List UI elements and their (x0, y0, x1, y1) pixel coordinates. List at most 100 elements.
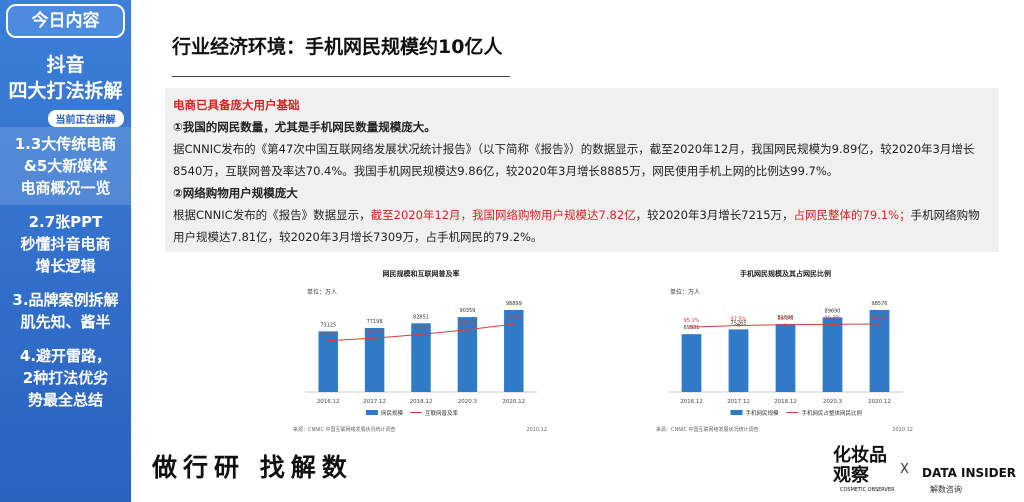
x-tick-label: 2018.12 (774, 399, 797, 405)
paragraph: 据CNNIC发布的《第47次中国互联网络发展状况统计报告》（以下简称《报告》）的… (173, 142, 975, 178)
point-marker: × (783, 322, 788, 329)
line-value-label: 55.8% (367, 329, 383, 335)
x-tick-label: 2016.12 (680, 399, 703, 405)
sidebar-title-line: 抖音 (46, 54, 85, 76)
x-tick-label: 2020.12 (868, 399, 891, 405)
bar-value-label: 75265 (731, 320, 747, 326)
line-value-label: 99.3% (825, 315, 841, 321)
line-value-label: 97.5% (731, 317, 747, 323)
sidebar-header: 今日内容 (6, 4, 125, 38)
legend-label: 互联网普及率 (425, 409, 459, 417)
sidebar-item: 3.品牌案例拆解 肌先知、酱半 (0, 283, 131, 339)
line-value-label: 98.6% (778, 316, 794, 322)
x-tick-label: 2017.12 (727, 399, 750, 405)
point-marker: × (689, 324, 694, 331)
bar (504, 310, 524, 392)
sidebar-item-line: 3.品牌案例拆解 (12, 291, 119, 309)
logo-separator: X (900, 462, 909, 477)
point-marker: × (877, 321, 882, 328)
logo: 化妆品观察 (833, 445, 887, 486)
point-marker: × (326, 338, 331, 345)
source-note: 来源：CNNIC 中国互联网络发展状况统计调查 (656, 426, 759, 433)
title-rule (172, 76, 510, 77)
bar-value-label: 98899 (506, 301, 522, 307)
sidebar-item-line: 1.3大传统电商 (14, 135, 117, 153)
text-box: 电商已具备庞大用户基础 ①我国的网民数量，尤其是手机网民数量规模庞大。 据CNN… (165, 88, 999, 252)
sidebar-item: 1.3大传统电商 &5大新媒体 电商概况一览 (0, 127, 131, 205)
sidebar-item-line: 2种打法优劣 (22, 369, 109, 387)
x-tick-label: 2020.12 (502, 399, 525, 405)
logo-subtitle: 解数咨询 (930, 485, 962, 494)
bar (681, 334, 702, 392)
sidebar-item-line: 电商概况一览 (20, 179, 111, 197)
box-heading: 电商已具备庞大用户基础 (173, 98, 300, 112)
sidebar-item-line: 增长逻辑 (35, 257, 96, 275)
point-marker: × (830, 321, 835, 328)
sidebar-item-line: &5大新媒体 (23, 157, 108, 175)
legend-swatch (730, 410, 743, 415)
bar-value-label: 81698 (778, 315, 794, 321)
slogan: 做行研 找解数 (152, 453, 353, 482)
bar (728, 329, 749, 392)
x-tick-label: 2020.3 (458, 399, 478, 405)
sidebar-item: 2.7张PPT 秒懂抖音电商 增长逻辑 (0, 205, 131, 283)
chart-title: 手机网民规模及其占网民比例 (740, 269, 831, 278)
point: ②网络购物用户规模庞大 (173, 186, 298, 200)
logo-subtitle: COSMETIC OBSERVER (840, 487, 895, 493)
bar-value-label: 73125 (320, 322, 336, 328)
sidebar-item-line: 2.7张PPT (28, 213, 103, 231)
bar (869, 310, 890, 392)
line (328, 323, 514, 342)
sidebar-item-line: 势最全总结 (27, 391, 103, 409)
legend-label: 手机网民占整体网民比例 (802, 409, 863, 417)
bar-value-label: 89690 (825, 308, 841, 314)
sidebar: 今日内容 抖音 四大打法拆解 当前正在讲解 1.3大传统电商 &5大新媒体 电商概况… (0, 0, 131, 502)
sidebar-item: 4.避开雷路， 2种打法优劣 势最全总结 (0, 339, 131, 417)
line-value-label: 64.5% (459, 321, 475, 327)
bar (457, 317, 478, 392)
point-marker: × (465, 327, 470, 334)
line-value-label: 70.4% (506, 315, 522, 321)
sidebar-item-line: 秒懂抖音电商 (20, 235, 111, 253)
text-run: 根据CNNIC发布的《报告》数据显示， (173, 208, 371, 222)
x-tick-label: 2020.3 (823, 399, 843, 405)
legend-swatch (366, 410, 378, 415)
line (691, 323, 880, 328)
point-marker: × (511, 321, 516, 328)
paragraph: 根据CNNIC发布的《报告》数据显示，截至2020年12月，我国网络购物用户规模… (173, 204, 991, 248)
unit-label: 单位：万人 (670, 288, 700, 296)
current-badge: 当前正在讲解 (47, 110, 124, 127)
bar (411, 323, 431, 392)
text-run: 截至2020年12月，我国网络购物用户规模达7.82亿 (370, 208, 636, 222)
point-marker: × (418, 331, 423, 338)
bar (822, 317, 843, 392)
x-tick-label: 2018.12 (410, 399, 433, 405)
line-value-label: 95.1% (684, 318, 700, 324)
legend-label: 手机网民规模 (746, 409, 780, 417)
chart-title: 网民规模和互联网普及率 (383, 269, 460, 278)
point-marker: × (372, 335, 377, 342)
legend-label: 网民规模 (381, 409, 404, 417)
line-value-label: 53.2% (320, 332, 336, 338)
line-value-label: 59.6% (413, 325, 429, 331)
slide-title: 行业经济环境：手机网民规模约10亿人 (172, 36, 503, 58)
bar-value-label: 98576 (872, 301, 888, 307)
point-marker: × (736, 323, 741, 330)
line-value-label: 99.7% (872, 315, 888, 321)
logo: DATA INSIDER (922, 466, 1017, 480)
sidebar-title-line: 四大打法拆解 (8, 80, 123, 102)
point: ①我国的网民数量，尤其是手机网民数量规模庞大。 (173, 120, 436, 134)
source-note: 来源：CNNIC 中国互联网络发展状况统计调查 (293, 426, 396, 433)
sidebar-item-line: 肌先知、酱半 (20, 313, 111, 331)
bar (318, 331, 338, 392)
text-run: 手机网络购物用户规模达7.81亿，较2020年3月增长7309万，占手机网民的7… (173, 208, 980, 244)
bar-value-label: 77198 (367, 319, 383, 325)
bar-value-label: 82851 (413, 314, 429, 320)
sidebar-items: 1.3大传统电商 &5大新媒体 电商概况一览 2.7张PPT 秒懂抖音电商 增长逻辑 3.品… (0, 127, 131, 417)
bar-value-label: 69531 (684, 325, 700, 331)
unit-label: 单位：万人 (307, 288, 337, 296)
source-date: 2020.12 (526, 427, 547, 433)
